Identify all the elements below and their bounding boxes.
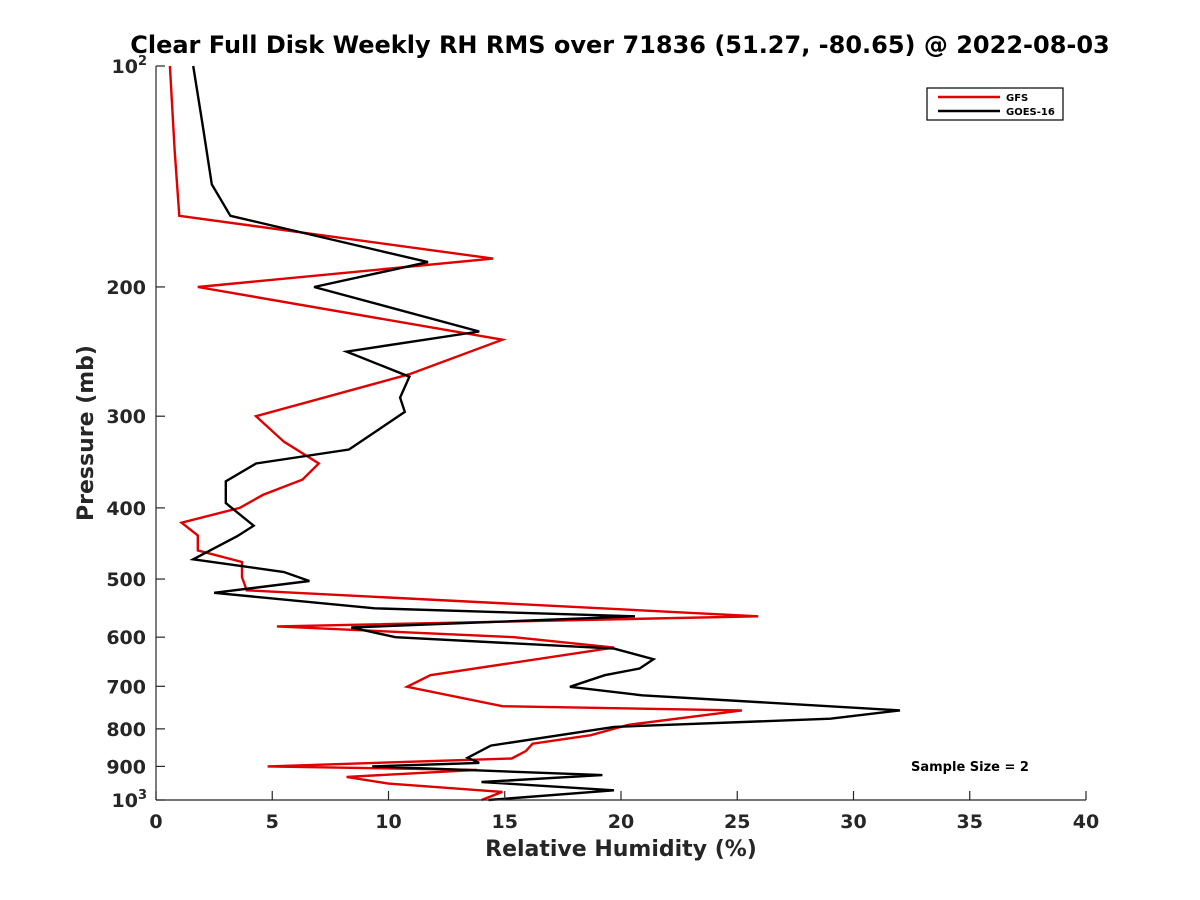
y-tick-exponent: 3 [138, 788, 147, 803]
x-tick-label: 0 [149, 811, 162, 833]
legend-label-goes16: GOES-16 [1006, 107, 1055, 118]
y-axis-label: Pressure (mb) [74, 345, 99, 521]
y-tick-exponent: 2 [138, 54, 147, 69]
x-tick-label: 15 [492, 811, 518, 833]
x-tick-label: 20 [608, 811, 634, 833]
legend-label-gfs: GFS [1006, 93, 1028, 104]
legend-box [926, 87, 1064, 121]
y-tick-label: 300 [106, 406, 146, 428]
series-line-goes16 [189, 65, 901, 802]
x-tick-label: 10 [375, 811, 401, 833]
x-ticks: 0 5 10 15 20 25 30 35 40 [149, 791, 1099, 833]
x-axis-label: Relative Humidity (%) [485, 837, 757, 862]
y-tick-label: 200 [106, 277, 146, 299]
x-tick-label: 25 [724, 811, 750, 833]
x-tick-label: 30 [840, 811, 866, 833]
y-tick-label: 600 [106, 627, 146, 649]
sample-size-annotation: Sample Size = 2 [911, 760, 1029, 775]
plot-area [156, 66, 1086, 800]
x-tick-label: 35 [957, 811, 983, 833]
chart-title: Clear Full Disk Weekly RH RMS over 71836… [130, 31, 1110, 59]
x-tick-label: 5 [266, 811, 279, 833]
y-tick-label: 102 [112, 54, 148, 78]
y-tick-label: 800 [106, 719, 146, 741]
series-layer [168, 65, 901, 802]
y-tick-label: 400 [106, 498, 146, 520]
y-ticks: 102 200 300 400 500 600 700 800 900 103 [106, 54, 165, 812]
legend: GFS GOES-16 [926, 87, 1064, 121]
y-tick-label: 500 [106, 569, 146, 591]
y-tick-label: 103 [112, 788, 148, 812]
y-tick-label: 700 [106, 676, 146, 698]
y-tick-label: 900 [106, 756, 146, 778]
series-line-gfs [168, 65, 759, 802]
x-tick-label: 40 [1073, 811, 1099, 833]
